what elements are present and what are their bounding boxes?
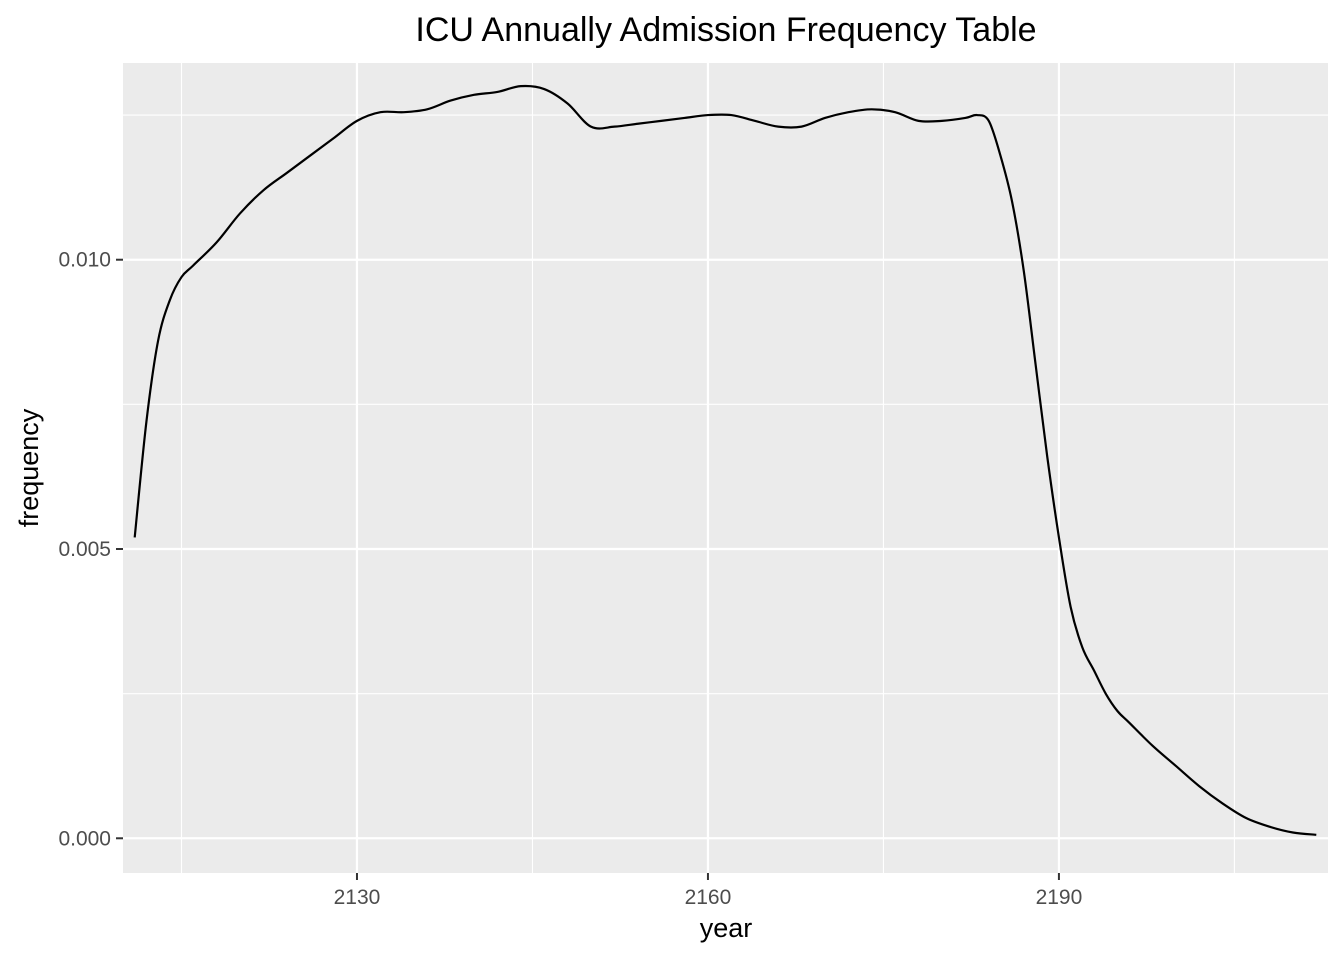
density-curve <box>133 84 1317 836</box>
major-grid <box>123 63 1328 873</box>
y-tick-label: 0.010 <box>58 249 111 272</box>
x-tick-label: 2130 <box>334 886 381 909</box>
chart-title: ICU Annually Admission Frequency Table <box>415 11 1036 49</box>
plot-panel <box>123 63 1328 873</box>
y-tick-label: 0.000 <box>58 827 111 850</box>
x-tick-label: 2190 <box>1036 886 1083 909</box>
y-axis: 0.000 0.005 0.010 <box>58 249 123 850</box>
y-axis-title: frequency <box>14 408 44 527</box>
x-axis-title: year <box>700 913 753 943</box>
y-tick-label: 0.005 <box>58 538 111 561</box>
x-axis: 2130 2160 2190 <box>334 873 1083 909</box>
x-tick-label: 2160 <box>685 886 732 909</box>
